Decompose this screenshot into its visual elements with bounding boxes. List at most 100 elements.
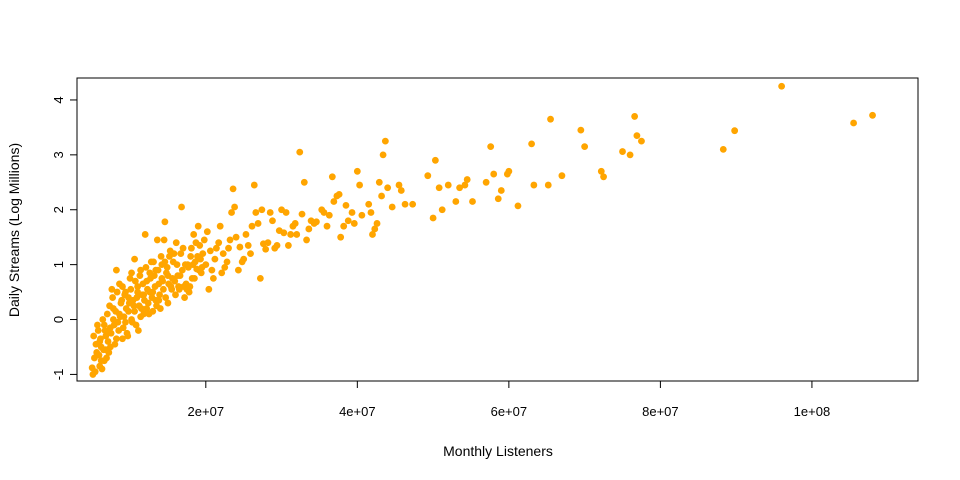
data-point	[597, 167, 605, 175]
data-point	[119, 283, 126, 290]
data-point	[229, 185, 237, 193]
data-point	[126, 274, 134, 282]
data-point	[544, 181, 552, 189]
data-point	[179, 244, 187, 252]
data-point	[131, 307, 138, 315]
data-point	[122, 318, 129, 326]
data-point	[424, 172, 432, 180]
data-point	[125, 294, 132, 301]
data-point	[633, 132, 641, 140]
data-point	[109, 294, 117, 301]
data-point	[365, 200, 373, 208]
data-point	[144, 285, 151, 293]
data-point	[337, 233, 345, 241]
data-point	[303, 236, 310, 244]
data-point	[226, 236, 234, 244]
data-point	[124, 332, 132, 340]
plot-frame	[76, 77, 919, 382]
data-point	[358, 211, 366, 219]
data-point	[88, 364, 96, 372]
data-point	[278, 206, 285, 214]
data-point	[238, 258, 246, 266]
data-point	[397, 187, 405, 194]
data-point	[188, 244, 195, 252]
data-point	[151, 283, 159, 290]
data-point	[293, 231, 301, 238]
data-point	[577, 126, 585, 134]
data-point	[482, 178, 490, 186]
data-point	[174, 272, 182, 280]
data-point	[216, 222, 224, 230]
data-point	[547, 115, 554, 123]
data-point	[461, 181, 469, 189]
data-point	[248, 222, 256, 230]
data-point	[236, 243, 244, 251]
data-point	[110, 321, 118, 329]
data-point	[152, 266, 160, 274]
data-point	[137, 266, 145, 274]
data-point	[209, 274, 217, 282]
data-point	[254, 220, 262, 227]
data-point	[112, 266, 120, 274]
data-point	[401, 200, 409, 208]
data-point	[104, 338, 112, 345]
data-point	[231, 203, 238, 211]
data-point	[353, 167, 361, 175]
x-tick-label: 4e+07	[339, 404, 376, 419]
data-point	[348, 209, 356, 216]
data-point	[112, 335, 120, 343]
data-point	[356, 181, 364, 189]
data-point	[109, 316, 117, 323]
data-point	[106, 302, 113, 310]
data-point	[127, 285, 135, 293]
y-tick-label: 1	[51, 261, 66, 268]
data-point	[94, 327, 102, 334]
data-point	[234, 266, 242, 274]
data-point	[340, 222, 348, 230]
data-point	[162, 294, 170, 301]
data-point	[497, 187, 505, 194]
data-point	[138, 305, 145, 312]
data-point	[262, 245, 270, 253]
data-point	[143, 305, 151, 312]
y-tick-label: 4	[51, 96, 66, 103]
data-point	[94, 321, 101, 329]
data-point	[103, 354, 110, 362]
data-point	[200, 236, 208, 244]
data-point	[269, 217, 276, 225]
data-point	[194, 222, 202, 230]
data-point	[147, 274, 154, 282]
data-point	[141, 296, 148, 304]
data-point	[119, 335, 126, 343]
data-point	[250, 181, 258, 189]
y-tick-label: 3	[51, 151, 66, 158]
data-point	[199, 250, 207, 258]
data-point	[178, 203, 185, 211]
data-point	[528, 140, 535, 148]
data-point	[141, 231, 149, 238]
data-point	[158, 274, 166, 282]
data-point	[333, 192, 341, 200]
data-point	[431, 156, 439, 164]
data-point	[258, 206, 266, 214]
data-point	[203, 228, 211, 236]
data-point	[271, 244, 279, 252]
data-point	[189, 261, 197, 269]
data-point	[626, 151, 634, 159]
data-point	[145, 310, 153, 318]
data-point	[186, 283, 194, 290]
data-point	[373, 220, 381, 227]
data-point	[378, 192, 385, 200]
data-point	[136, 272, 144, 280]
data-point	[97, 357, 105, 365]
data-point	[298, 210, 306, 218]
data-point	[122, 305, 130, 312]
data-point	[318, 206, 326, 214]
data-point	[139, 280, 147, 288]
data-point	[157, 252, 165, 260]
data-point	[435, 184, 443, 192]
data-point	[218, 269, 226, 277]
x-tick-label: 2e+07	[188, 404, 225, 419]
data-point	[600, 173, 607, 181]
data-point	[384, 184, 392, 192]
